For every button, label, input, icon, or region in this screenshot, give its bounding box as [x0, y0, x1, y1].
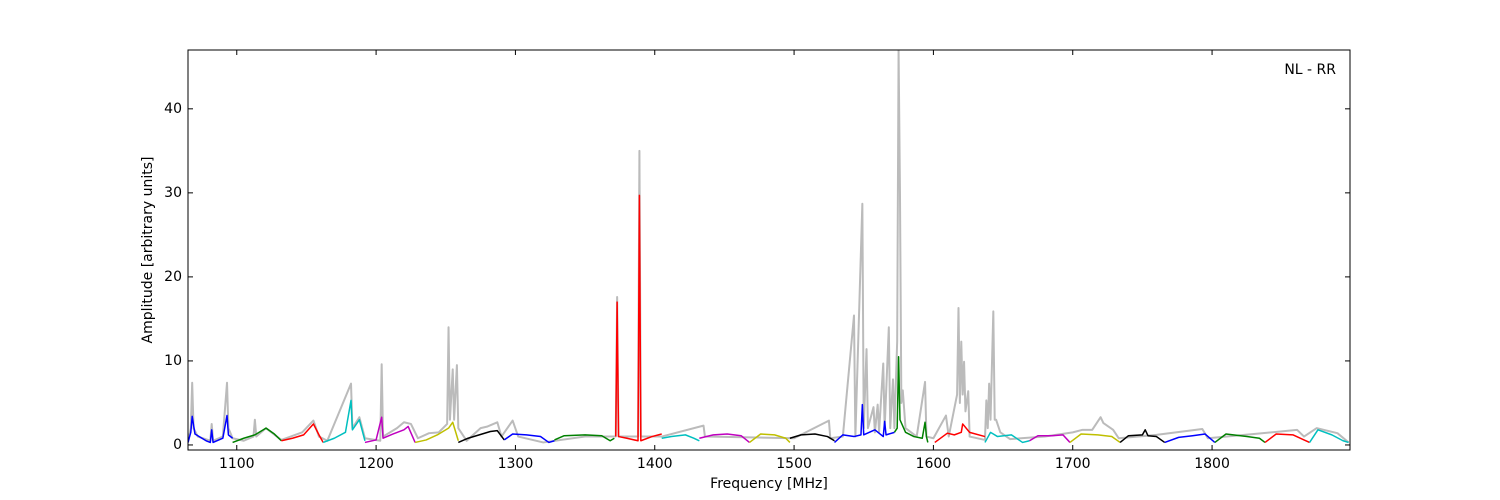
y-tick-label: 0: [173, 437, 182, 453]
spectrum-line: [833, 403, 895, 443]
x-tick-label: 1400: [637, 456, 673, 472]
annotation: NL - RR: [1284, 62, 1336, 78]
x-tick-label: 1800: [1194, 456, 1230, 472]
spectrum-line: [934, 423, 986, 444]
plot-area: [188, 50, 1350, 444]
spectrum-line: [1029, 434, 1071, 443]
spectrum-line: [1164, 433, 1216, 444]
spectrum-line: [1119, 429, 1166, 444]
x-axis-label: Frequency [MHz]: [710, 476, 828, 492]
spectrum-line: [1214, 433, 1266, 444]
spectrum-line: [281, 423, 324, 443]
x-tick-label: 1500: [776, 456, 812, 472]
spectrum-line: [789, 433, 835, 442]
spectrum-line: [893, 355, 929, 443]
y-tick-label: 40: [164, 101, 182, 117]
spectrum-line: [554, 434, 615, 442]
y-tick-label: 10: [164, 353, 182, 369]
x-tick-label: 1700: [1055, 456, 1091, 472]
spectrum-line: [1264, 433, 1310, 444]
x-tick-label: 1200: [358, 456, 394, 472]
spectrum-line: [322, 399, 366, 444]
spectrum-line: [232, 427, 282, 444]
x-tick-label: 1600: [916, 456, 952, 472]
spectrum-line: [661, 434, 700, 442]
spectrum-line: [458, 429, 505, 444]
y-tick-label: 30: [164, 185, 182, 201]
spectrum-line: [364, 416, 416, 444]
spectrum-line: [414, 421, 460, 444]
x-tick-label: 1100: [219, 456, 255, 472]
x-tick-label: 1300: [498, 456, 534, 472]
spectrum-line: [1069, 433, 1121, 444]
y-axis-label: Amplitude [arbitrary units]: [140, 157, 156, 344]
spectrum-line: [1308, 429, 1349, 444]
spectrum-line: [188, 414, 234, 444]
spectrum-line: [749, 433, 791, 444]
spectrum-line: [699, 433, 750, 444]
spectrum-line: [188, 50, 1350, 444]
spectrum-line: [614, 194, 662, 442]
spectrum-line: [984, 431, 1030, 444]
spectrum-line: [503, 433, 555, 444]
y-tick-label: 20: [164, 269, 182, 285]
axes-frame: [187, 49, 1351, 451]
